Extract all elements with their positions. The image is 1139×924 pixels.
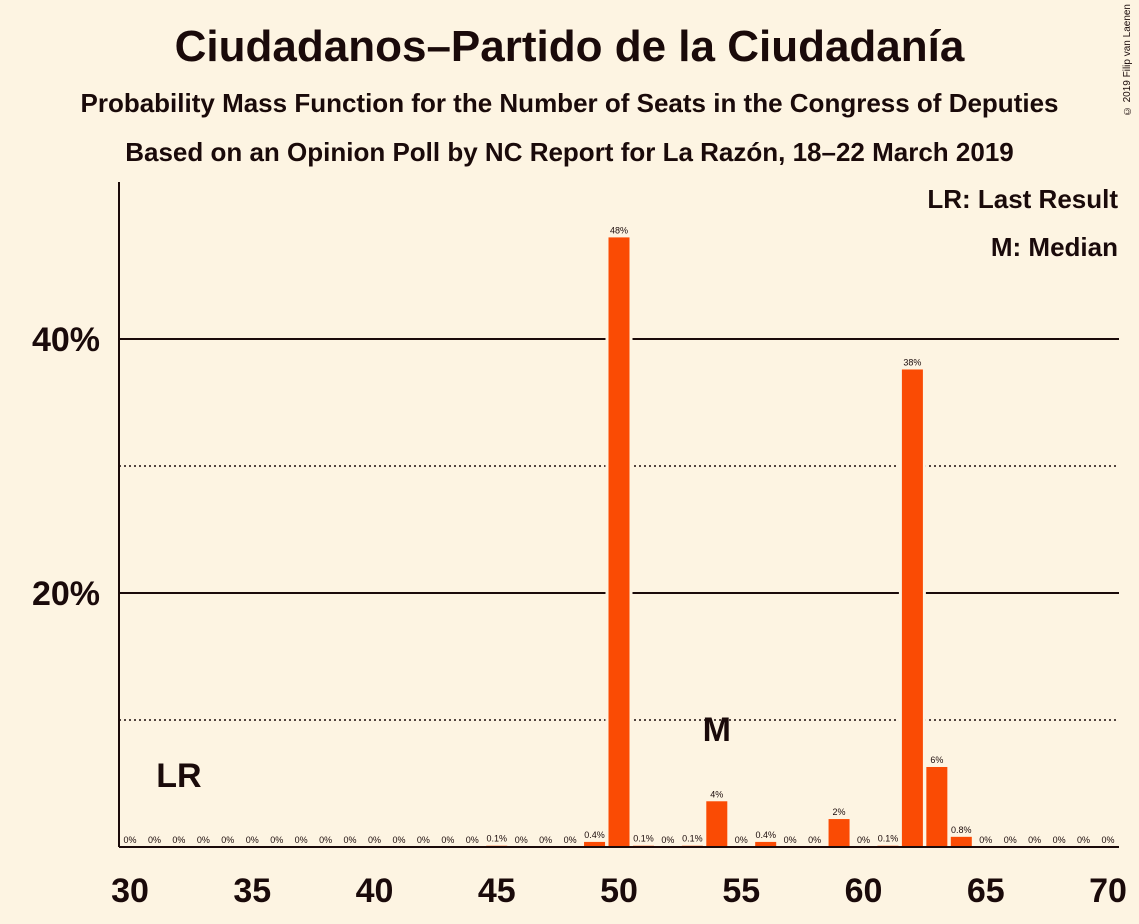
bar-label-47: 0% bbox=[539, 835, 552, 845]
bar-label-63: 6% bbox=[930, 755, 943, 765]
bar-label-36: 0% bbox=[270, 835, 283, 845]
bar-label-61: 0.1% bbox=[878, 834, 899, 844]
bar-label-45: 0.1% bbox=[486, 834, 507, 844]
bar-label-34: 0% bbox=[221, 835, 234, 845]
bar-label-62: 38% bbox=[903, 357, 921, 367]
bar-label-42: 0% bbox=[417, 835, 430, 845]
bar-label-55: 0% bbox=[735, 835, 748, 845]
bar-49 bbox=[584, 841, 606, 847]
x-tick-label-50: 50 bbox=[600, 872, 638, 910]
bar-label-69: 0% bbox=[1077, 835, 1090, 845]
legend-median: M: Median bbox=[990, 232, 1118, 262]
x-tick-label-40: 40 bbox=[356, 872, 394, 910]
bar-label-60: 0% bbox=[857, 835, 870, 845]
bar-label-52: 0% bbox=[661, 835, 674, 845]
bar-50 bbox=[608, 237, 630, 847]
bar-label-35: 0% bbox=[246, 835, 259, 845]
x-tick-label-45: 45 bbox=[478, 872, 516, 910]
bar-label-50: 48% bbox=[610, 225, 628, 235]
median-marker: M bbox=[703, 711, 731, 749]
bar-59 bbox=[828, 819, 850, 847]
bar-label-67: 0% bbox=[1028, 835, 1041, 845]
bar-label-44: 0% bbox=[466, 835, 479, 845]
bar-label-66: 0% bbox=[1004, 835, 1017, 845]
x-tick-label-55: 55 bbox=[722, 872, 760, 910]
bar-label-43: 0% bbox=[441, 835, 454, 845]
bar-label-31: 0% bbox=[148, 835, 161, 845]
bar-label-40: 0% bbox=[368, 835, 381, 845]
x-tick-label-35: 35 bbox=[233, 872, 271, 910]
last-result-marker: LR bbox=[156, 757, 201, 795]
bar-label-51: 0.1% bbox=[633, 834, 654, 844]
bar-64 bbox=[950, 836, 972, 847]
bar-label-58: 0% bbox=[808, 835, 821, 845]
bar-63 bbox=[926, 766, 948, 847]
bar-label-30: 0% bbox=[123, 835, 136, 845]
bar-62 bbox=[901, 369, 923, 847]
bar-label-48: 0% bbox=[564, 835, 577, 845]
legend-last-result: LR: Last Result bbox=[927, 184, 1118, 214]
bar-label-49: 0.4% bbox=[584, 830, 605, 840]
bar-label-64: 0.8% bbox=[951, 825, 972, 835]
bar-label-57: 0% bbox=[784, 835, 797, 845]
bar-label-68: 0% bbox=[1053, 835, 1066, 845]
bar-label-54: 4% bbox=[710, 789, 723, 799]
x-tick-label-70: 70 bbox=[1089, 872, 1127, 910]
x-tick-label-60: 60 bbox=[845, 872, 883, 910]
x-tick-label-65: 65 bbox=[967, 872, 1005, 910]
bar-54 bbox=[706, 801, 728, 847]
bar-label-41: 0% bbox=[392, 835, 405, 845]
bar-label-37: 0% bbox=[295, 835, 308, 845]
bar-label-65: 0% bbox=[979, 835, 992, 845]
bar-label-38: 0% bbox=[319, 835, 332, 845]
y-tick-label-40: 40% bbox=[32, 321, 100, 359]
bar-label-33: 0% bbox=[197, 835, 210, 845]
bar-label-59: 2% bbox=[833, 807, 846, 817]
bar-label-53: 0.1% bbox=[682, 834, 703, 844]
bar-label-39: 0% bbox=[344, 835, 357, 845]
bar-label-70: 0% bbox=[1101, 835, 1114, 845]
bar-label-46: 0% bbox=[515, 835, 528, 845]
chart-title: Ciudadanos–Partido de la Ciudadanía bbox=[174, 22, 965, 71]
bar-label-56: 0.4% bbox=[755, 830, 776, 840]
chart-subtitle-source: Based on an Opinion Poll by NC Report fo… bbox=[125, 137, 1014, 167]
x-tick-label-30: 30 bbox=[111, 872, 149, 910]
bar-56 bbox=[755, 841, 777, 847]
chart-subtitle: Probability Mass Function for the Number… bbox=[80, 88, 1059, 118]
bar-label-32: 0% bbox=[172, 835, 185, 845]
y-tick-label-20: 20% bbox=[32, 575, 100, 613]
